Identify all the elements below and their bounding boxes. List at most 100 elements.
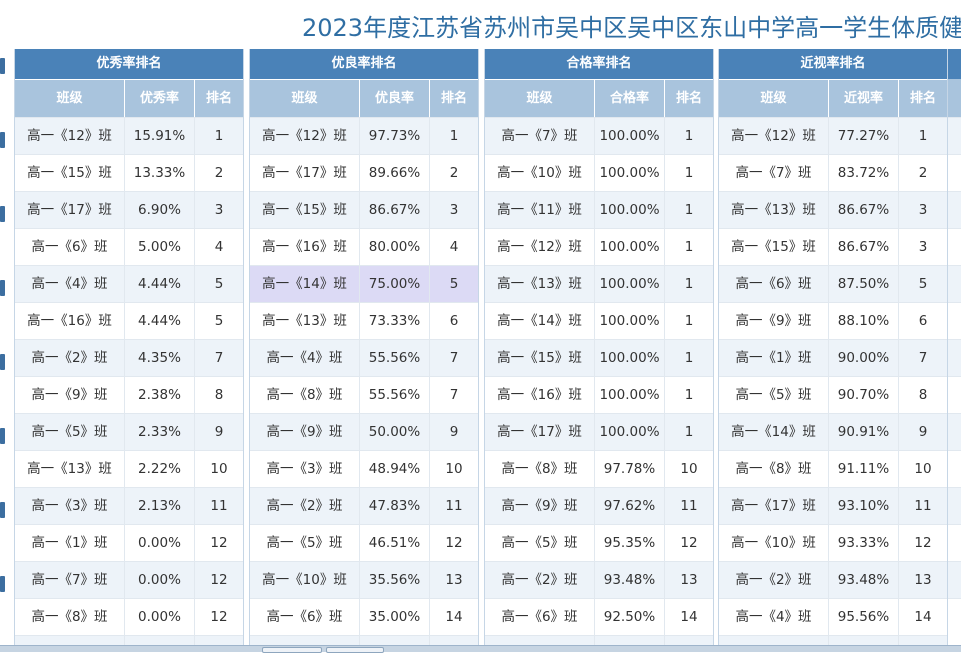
column-header[interactable]: 合格率 xyxy=(595,80,665,117)
table-row[interactable]: 高一《2》班 4.35% 7 xyxy=(15,339,243,376)
column-header[interactable]: 班级 xyxy=(250,80,360,117)
table-row[interactable]: 高一《9》班 50.00% 9 xyxy=(250,413,478,450)
rank-cell: 1 xyxy=(684,313,694,329)
table-row[interactable]: 高一《15》班 100.00% 1 xyxy=(485,339,713,376)
table-row[interactable]: 高一《7》班 83.72% 2 xyxy=(719,154,947,191)
class-name-cell: 高一《9》班 xyxy=(485,488,595,524)
rate-cell: 93.48% xyxy=(829,562,899,598)
table-row[interactable]: 高一《1》班 0.00% 12 xyxy=(15,524,243,561)
scrollbar-button[interactable] xyxy=(326,647,384,653)
table-row[interactable]: 高一《13》班 2.22% 10 xyxy=(15,450,243,487)
table-row[interactable]: 高一《16》班 100.00% 1 xyxy=(485,376,713,413)
table-row[interactable]: 高一《5》班 2.33% 9 xyxy=(15,413,243,450)
column-header[interactable]: 班级 xyxy=(719,80,829,117)
table-row[interactable]: 高一《14》班 90.91% 9 xyxy=(719,413,947,450)
table-row[interactable]: 高一《12》班 77.27% 1 xyxy=(719,117,947,154)
table-row[interactable]: 高一《6》班 87.50% 5 xyxy=(719,265,947,302)
table-row[interactable]: 高一《9》班 88.10% 6 xyxy=(719,302,947,339)
table-row[interactable]: 高一《17》班 93.10% 11 xyxy=(719,487,947,524)
table-row[interactable]: 高一《5》班 90.70% 8 xyxy=(719,376,947,413)
column-header[interactable]: 排名 xyxy=(909,91,936,106)
rate-cell: 50.00% xyxy=(360,414,430,450)
table-row[interactable]: 高一《16》班 4.44% 5 xyxy=(15,302,243,339)
rate-cell: 100.00% xyxy=(595,377,665,413)
class-name-cell: 高一《13》班 xyxy=(485,266,595,302)
class-name-cell: 高一《17》班 xyxy=(485,414,595,450)
rate-cell: 2.38% xyxy=(125,377,195,413)
table-row[interactable]: 高一《12》班 15.91% 1 xyxy=(15,117,243,154)
table-row[interactable]: 高一《13》班 100.00% 1 xyxy=(485,265,713,302)
table-row[interactable]: 高一《2》班 93.48% 13 xyxy=(719,561,947,598)
rate-cell: 4.44% xyxy=(125,266,195,302)
rate-cell: 13.33% xyxy=(125,155,195,191)
table-row[interactable]: 高一《13》班 86.67% 3 xyxy=(719,191,947,228)
table-row[interactable]: 高一《8》班 55.56% 7 xyxy=(250,376,478,413)
scrollbar-thumb[interactable] xyxy=(262,647,322,653)
column-header[interactable]: 班级 xyxy=(485,80,595,117)
rate-cell xyxy=(125,636,195,651)
column-header[interactable]: 近视率 xyxy=(829,80,899,117)
table-row[interactable]: 高一《5》班 46.51% 12 xyxy=(250,524,478,561)
class-name-cell: 高一《5》班 xyxy=(15,414,125,450)
table-row[interactable]: 高一《7》班 0.00% 12 xyxy=(15,561,243,598)
ranking-panel: 合格率排名 班级 合格率 排名 高一《7》班 100.00% 1 高一《10》班 100.00%… xyxy=(484,49,714,651)
table-row[interactable]: 高一《12》班 97.73% 1 xyxy=(250,117,478,154)
column-header[interactable]: 优秀率 xyxy=(125,80,195,117)
table-row[interactable]: 高一《10》班 35.56% 13 xyxy=(250,561,478,598)
table-row[interactable]: 高一《1》班 90.00% 7 xyxy=(719,339,947,376)
table-row[interactable]: 高一《4》班 4.44% 5 xyxy=(15,265,243,302)
table-row[interactable]: 高一《8》班 0.00% 12 xyxy=(15,598,243,635)
table-row[interactable]: 高一《8》班 97.78% 10 xyxy=(485,450,713,487)
column-header[interactable]: 班级 xyxy=(15,80,125,117)
column-header[interactable]: 排名 xyxy=(675,91,702,106)
rank-cell: 5 xyxy=(214,276,224,292)
table-row[interactable]: 高一《15》班 86.67% 3 xyxy=(250,191,478,228)
table-row[interactable]: 高一《6》班 92.50% 14 xyxy=(485,598,713,635)
table-row[interactable]: 高一《15》班 86.67% 3 xyxy=(719,228,947,265)
table-row[interactable]: 高一《13》班 73.33% 6 xyxy=(250,302,478,339)
column-header[interactable]: 排名 xyxy=(440,91,467,106)
table-row[interactable]: 高一《3》班 2.13% 11 xyxy=(15,487,243,524)
table-row[interactable]: 高一《3》班 48.94% 10 xyxy=(250,450,478,487)
table-row[interactable]: 高一《17》班 6.90% 3 xyxy=(15,191,243,228)
rate-cell xyxy=(829,636,899,651)
table-row[interactable]: 高一《17》班 89.66% 2 xyxy=(250,154,478,191)
table-row[interactable]: 高一《7》班 100.00% 1 xyxy=(485,117,713,154)
rank-cell: 14 xyxy=(680,609,698,625)
rank-cell: 3 xyxy=(918,202,928,218)
class-name-cell: 高一《7》班 xyxy=(719,155,829,191)
table-row[interactable]: 高一《10》班 100.00% 1 xyxy=(485,154,713,191)
rank-cell: 12 xyxy=(210,572,228,588)
table-row[interactable]: 高一《15》班 13.33% 2 xyxy=(15,154,243,191)
rank-cell: 6 xyxy=(449,313,459,329)
table-row[interactable]: 高一《12》班 100.00% 1 xyxy=(485,228,713,265)
table-row[interactable]: 高一《10》班 93.33% 12 xyxy=(719,524,947,561)
column-header-row: 班级 优秀率 排名 xyxy=(15,79,243,117)
table-row[interactable]: 高一《17》班 100.00% 1 xyxy=(485,413,713,450)
rate-cell xyxy=(595,636,665,651)
column-header[interactable]: 排名 xyxy=(205,91,232,106)
table-row[interactable]: 高一《6》班 35.00% 14 xyxy=(250,598,478,635)
table-row[interactable]: 高一《14》班 75.00% 5 xyxy=(250,265,478,302)
rate-cell: 86.67% xyxy=(360,192,430,228)
rate-cell: 93.48% xyxy=(595,562,665,598)
table-row[interactable]: 高一《16》班 80.00% 4 xyxy=(250,228,478,265)
table-row[interactable]: 高一《4》班 55.56% 7 xyxy=(250,339,478,376)
table-row[interactable]: 高一《14》班 100.00% 1 xyxy=(485,302,713,339)
table-row[interactable]: 高一《2》班 93.48% 13 xyxy=(485,561,713,598)
table-row[interactable]: 高一《8》班 91.11% 10 xyxy=(719,450,947,487)
table-row[interactable]: 高一《9》班 97.62% 11 xyxy=(485,487,713,524)
table-row[interactable]: 高一《6》班 5.00% 4 xyxy=(15,228,243,265)
column-header[interactable]: 优良率 xyxy=(360,80,430,117)
rank-cell: 4 xyxy=(214,239,224,255)
panel-title: 近视率排名 xyxy=(719,49,947,79)
table-row[interactable]: 高一《5》班 95.35% 12 xyxy=(485,524,713,561)
table-row[interactable]: 高一《11》班 100.00% 1 xyxy=(485,191,713,228)
rate-cell: 100.00% xyxy=(595,266,665,302)
class-name-cell: 高一《2》班 xyxy=(485,562,595,598)
rank-cell: 7 xyxy=(918,350,928,366)
table-row[interactable]: 高一《2》班 47.83% 11 xyxy=(250,487,478,524)
table-row[interactable]: 高一《4》班 95.56% 14 xyxy=(719,598,947,635)
table-row[interactable]: 高一《9》班 2.38% 8 xyxy=(15,376,243,413)
class-name-cell: 高一《17》班 xyxy=(250,155,360,191)
